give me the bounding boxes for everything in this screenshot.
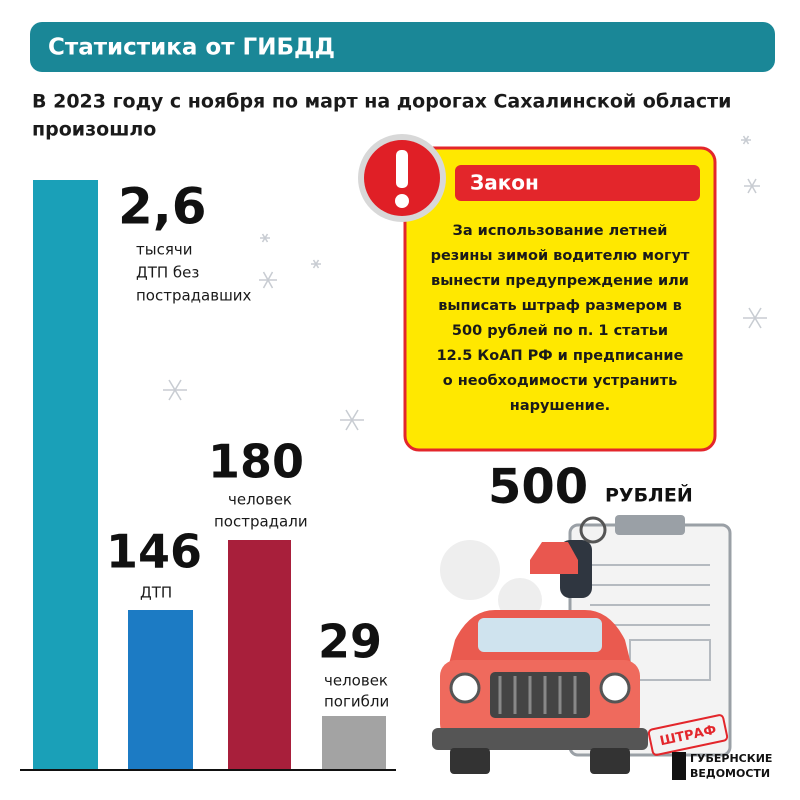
- law-line: о необходимости устранить: [443, 373, 678, 389]
- stat-caption: тысячи: [136, 241, 192, 259]
- column: [322, 716, 386, 770]
- stat-caption: погибли: [324, 693, 389, 711]
- subtitle: В 2023 году с ноября по март на дорогах …: [32, 91, 731, 113]
- law-badge: [455, 165, 700, 201]
- header-title: Статистика от ГИБДД: [48, 35, 335, 61]
- header-bar: [30, 22, 775, 72]
- stat-value: 180: [208, 435, 304, 489]
- fine-amount: 500: [488, 459, 588, 515]
- law-line: выписать штраф размером в: [438, 298, 682, 314]
- subtitle: произошло: [32, 119, 156, 141]
- snowflakes: [163, 135, 767, 431]
- law-line: 12.5 КоАП РФ и предписание: [437, 348, 684, 364]
- stat-value: 2,6: [118, 178, 207, 236]
- stat-caption: пострадавших: [136, 287, 252, 305]
- illustration: ШТРАФ: [432, 515, 732, 774]
- stat-caption: человек: [228, 491, 292, 509]
- law-line: нарушение.: [510, 398, 610, 414]
- column: [128, 610, 193, 770]
- law-line: резины зимой водителю могут: [431, 248, 690, 264]
- stat-caption: пострадали: [214, 513, 308, 531]
- stat-caption: ДТП без: [136, 264, 199, 282]
- alert-dot: [395, 194, 409, 208]
- law-line: 500 рублей по п. 1 статьи: [452, 323, 668, 339]
- column: [33, 180, 98, 770]
- stat-value: 29: [318, 615, 382, 669]
- fine-unit: РУБЛЕЙ: [605, 484, 693, 507]
- column: [228, 540, 291, 770]
- stat-caption: человек: [324, 672, 388, 690]
- alert-mark: [396, 150, 408, 188]
- law-title: Закон: [470, 171, 539, 195]
- law-line: За использование летней: [453, 223, 668, 239]
- logo-text: ГУБЕРНСКИЕ: [690, 752, 772, 765]
- law-box: [403, 146, 717, 452]
- law-line: вынести предупреждение или: [431, 273, 689, 289]
- stat-caption: ДТП: [140, 584, 172, 602]
- logo-text: ВЕДОМОСТИ: [690, 767, 770, 780]
- stat-value: 146: [106, 525, 202, 579]
- logo-mark: [672, 752, 686, 780]
